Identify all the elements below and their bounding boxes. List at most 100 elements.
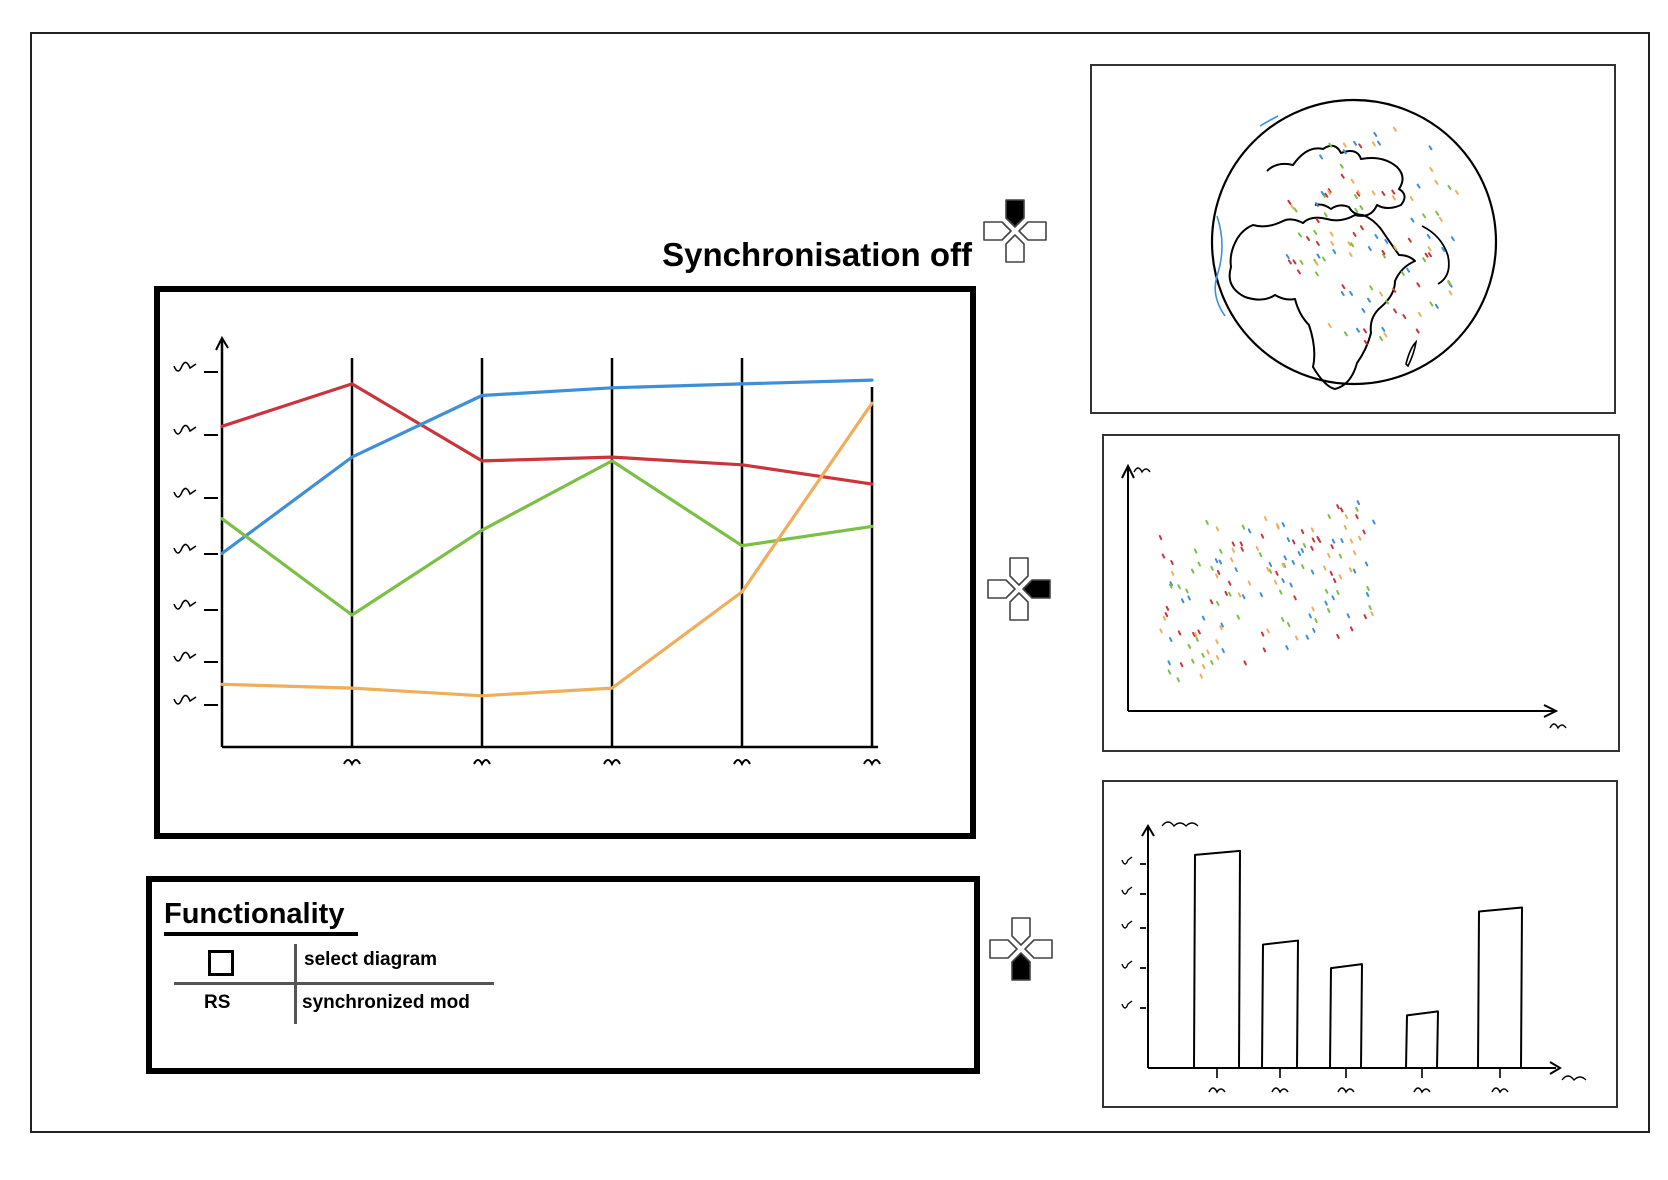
x-tick-scribble: [1413, 1087, 1431, 1094]
scatter-point: [1239, 541, 1244, 547]
bar-0: [1193, 849, 1241, 1069]
map-point: [1321, 256, 1326, 262]
map-point: [1400, 270, 1405, 276]
scatter-point: [1310, 545, 1314, 551]
scatter-point: [1220, 622, 1224, 628]
sync-status-title: Synchronisation off: [662, 236, 972, 273]
scatter-point: [1336, 633, 1340, 639]
scatter-point: [1218, 559, 1223, 565]
scatter-point: [1161, 553, 1166, 559]
y-axis-arrow: [1121, 463, 1135, 479]
scatter-point: [1362, 529, 1366, 535]
scatter-point: [1332, 578, 1337, 584]
scatter-point: [1266, 566, 1270, 572]
functionality-panel: Functionality select diagram RS synchron…: [146, 876, 980, 1074]
scatter-point: [1368, 605, 1372, 611]
dpad-down-icon[interactable]: [986, 914, 1056, 984]
map-point: [1328, 142, 1333, 148]
map-point: [1314, 271, 1319, 277]
map-point: [1450, 236, 1455, 242]
scatter-point: [1281, 522, 1286, 528]
scatter-point: [1258, 552, 1263, 558]
scatter-point: [1215, 573, 1219, 579]
scatter-point: [1177, 584, 1181, 590]
scatter-point: [1300, 548, 1305, 554]
map-point: [1362, 328, 1367, 334]
y-tick-scribble: [1121, 886, 1133, 895]
scatter-point: [1281, 578, 1285, 584]
scatter-plot-view[interactable]: [1102, 434, 1620, 752]
scatter-point: [1195, 636, 1199, 642]
map-point: [1427, 252, 1432, 258]
scatter-point: [1300, 529, 1305, 535]
scatter-point: [1338, 553, 1343, 559]
scatter-point: [1331, 538, 1336, 544]
map-point: [1348, 252, 1353, 258]
scatter-point: [1176, 677, 1181, 683]
scatter-point: [1169, 581, 1173, 587]
map-point: [1374, 233, 1379, 239]
map-point: [1327, 323, 1332, 329]
scatter-point: [1365, 592, 1370, 598]
scatter-point: [1197, 561, 1201, 567]
map-point: [1319, 154, 1324, 160]
x-axis-scribble: [1561, 1075, 1587, 1082]
scatter-point: [1179, 662, 1184, 668]
y-axis-arrow: [215, 335, 229, 351]
y-axis-arrow: [1141, 824, 1155, 837]
scatter-point: [1192, 631, 1196, 637]
scatter-point: [1215, 639, 1219, 645]
scatter-point: [1358, 535, 1362, 541]
map-point: [1384, 238, 1389, 244]
x-axis-arrow: [1549, 1061, 1562, 1075]
map-point: [1402, 314, 1407, 320]
main-line-chart[interactable]: [160, 292, 970, 833]
scatter-point: [1311, 537, 1316, 543]
y-tick-scribble: [1121, 920, 1133, 929]
map-point: [1297, 232, 1302, 238]
map-point: [1441, 246, 1446, 252]
globe-map-view[interactable]: [1090, 64, 1616, 414]
map-point: [1393, 308, 1398, 314]
scatter-point: [1206, 649, 1210, 655]
dpad-up-icon[interactable]: [980, 196, 1050, 266]
map-point: [1424, 252, 1429, 258]
scatter-point: [1344, 514, 1349, 520]
functionality-title: Functionality: [164, 898, 359, 936]
map-point: [1290, 204, 1295, 210]
map-point: [1438, 216, 1443, 222]
scatter-point: [1324, 588, 1329, 594]
scatter-point: [1316, 535, 1320, 541]
map-point: [1296, 269, 1301, 275]
main-chart-panel[interactable]: [154, 286, 976, 839]
series-line-orange: [220, 401, 874, 698]
map-point: [1448, 290, 1453, 296]
scatter-point: [1273, 579, 1278, 585]
scatter-point: [1214, 558, 1219, 564]
map-point: [1407, 237, 1412, 243]
map-point: [1293, 207, 1298, 213]
map-point: [1434, 303, 1439, 309]
map-point: [1371, 141, 1376, 147]
bar-chart-view[interactable]: [1102, 780, 1618, 1108]
dpad-arm-up: [1011, 917, 1031, 946]
map-point: [1339, 163, 1344, 169]
scatter-point: [1349, 538, 1354, 544]
map-point: [1366, 297, 1371, 303]
x-axis-scribble: [1549, 723, 1567, 730]
scatter-point: [1193, 548, 1198, 554]
y-tick-scribble: [173, 487, 197, 498]
scatter-point: [1262, 647, 1267, 653]
scatter-point: [1291, 559, 1296, 565]
dpad-arm-right: [1024, 939, 1053, 959]
bar-1: [1261, 939, 1299, 1069]
scatter-point: [1216, 600, 1220, 606]
map-point: [1315, 218, 1320, 224]
map-point: [1349, 290, 1354, 296]
coast-outline-blue: [1214, 215, 1226, 317]
scatter-point: [1263, 516, 1268, 522]
scatter-point: [1336, 504, 1340, 510]
map-point: [1428, 145, 1433, 151]
dpad-right-icon[interactable]: [984, 554, 1054, 624]
map-point: [1352, 231, 1357, 237]
